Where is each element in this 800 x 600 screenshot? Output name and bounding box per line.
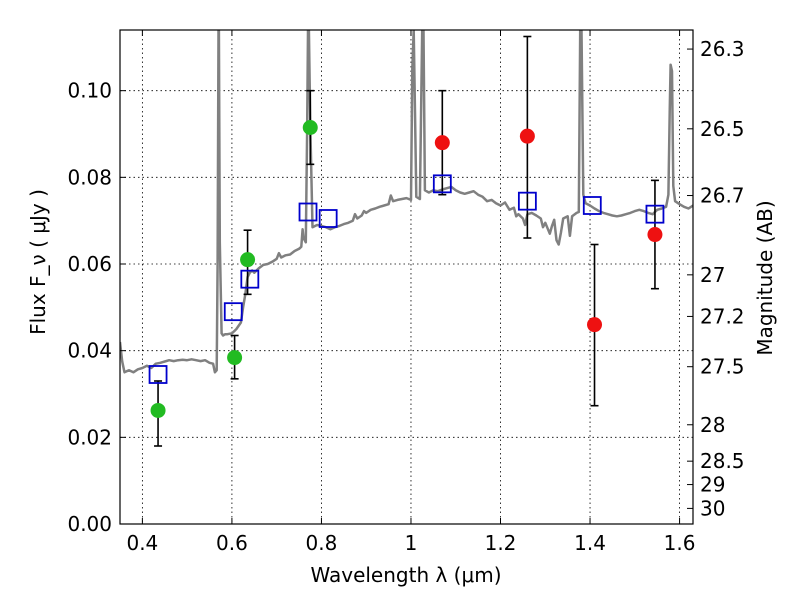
y-tick-label: 0.08 (67, 165, 112, 189)
y-tick-label: 0.04 (67, 339, 112, 363)
blue-square-point (223, 302, 243, 322)
x-axis-label: Wavelength λ (μm) (310, 563, 501, 587)
blue-square-point (645, 204, 665, 224)
right-tick-label: 27 (700, 263, 725, 287)
blue-square-point (432, 174, 452, 194)
red-circle-point (519, 128, 535, 144)
x-tick-label: 1 (405, 531, 418, 555)
right-tick-label: 30 (700, 496, 725, 520)
green-circle-point (150, 402, 166, 418)
right-tick-label: 27.5 (700, 355, 745, 379)
plot-frame (119, 29, 694, 525)
green-circle-point (227, 350, 243, 366)
y-tick-label: 0.02 (67, 425, 112, 449)
model-spectrum-line (120, 30, 693, 374)
right-axis-label: Magnitude (AB) (753, 200, 777, 355)
x-tick-label: 1.6 (664, 531, 696, 555)
right-tick-label: 26.7 (700, 184, 745, 208)
blue-square-point (148, 365, 168, 384)
x-tick-label: 0.6 (216, 531, 248, 555)
y-tick-label: 0.10 (67, 79, 112, 103)
marker-layer (148, 120, 665, 418)
right-tick-label: 29 (700, 473, 725, 497)
red-circle-point (434, 135, 450, 151)
y-tick-label: 0.06 (67, 252, 112, 276)
x-tick-label: 1.4 (574, 531, 606, 555)
x-tick-label: 0.8 (306, 531, 338, 555)
blue-square-point (298, 202, 318, 222)
x-tick-label: 0.4 (126, 531, 158, 555)
y-axis-label: Flux F_ν ( μJy ) (26, 189, 50, 335)
blue-square-point (582, 196, 602, 215)
right-tick-label: 26.5 (700, 117, 745, 141)
blue-square-point (318, 209, 338, 228)
x-tick-label: 1.2 (485, 531, 517, 555)
blue-square-point (240, 269, 260, 289)
y-tick-label: 0.00 (67, 512, 112, 536)
tick-layer: 0.4 0.6 0.8 1 1.2 1.4 1.6 0.00 0.02 0.04 0.06 0.08 0… (67, 30, 745, 555)
green-circle-point (240, 252, 256, 268)
blue-square-point (517, 191, 537, 211)
red-circle-point (647, 227, 663, 243)
right-tick-label: 27.2 (700, 304, 745, 328)
model-spectrum-layer (120, 30, 693, 374)
right-tick-label: 28 (700, 413, 725, 437)
red-circle-point (587, 317, 603, 333)
right-tick-label: 28.5 (700, 449, 745, 473)
right-tick-label: 26.3 (700, 37, 745, 61)
green-circle-point (302, 120, 318, 135)
